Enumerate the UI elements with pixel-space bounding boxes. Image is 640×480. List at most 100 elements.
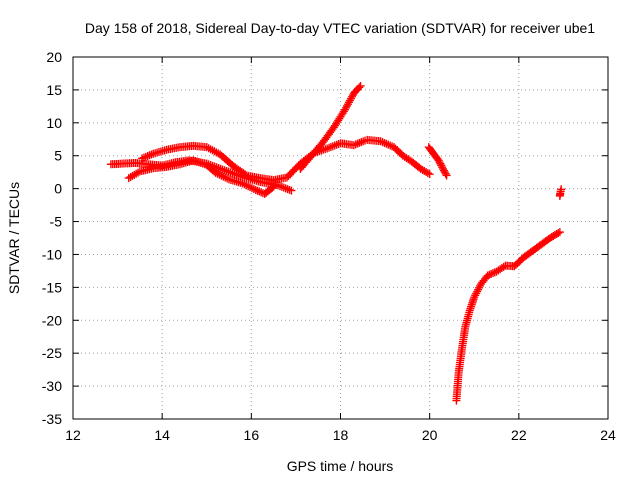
- x-tick-label: 22: [511, 427, 527, 443]
- data-point: [141, 152, 150, 161]
- data-point: [139, 153, 148, 162]
- data-point: [241, 170, 250, 179]
- data-point: [557, 185, 566, 194]
- y-tick-label: -25: [42, 345, 62, 361]
- data-point: [473, 287, 482, 296]
- data-point: [475, 283, 484, 292]
- y-tick-label: 15: [46, 82, 62, 98]
- data-point: [474, 285, 483, 294]
- data-point: [555, 228, 564, 237]
- data-point: [470, 293, 479, 302]
- data-point: [356, 81, 365, 90]
- data-point: [386, 141, 395, 150]
- data-point: [244, 182, 253, 191]
- axis-ticks: [72, 56, 609, 420]
- data-point: [219, 172, 228, 181]
- data-point: [442, 171, 451, 180]
- series-arc-d: [296, 81, 365, 173]
- data-point: [240, 180, 249, 189]
- data-point: [499, 262, 508, 271]
- data-point: [138, 154, 147, 163]
- data-point: [332, 140, 341, 149]
- y-tick-label: -5: [50, 214, 63, 230]
- y-axis-label: SDTVAR / TECUs: [6, 182, 22, 294]
- data-series: [106, 81, 566, 405]
- x-axis-label: GPS time / hours: [287, 458, 394, 474]
- chart-title: Day 158 of 2018, Sidereal Day-to-day VTE…: [85, 20, 595, 36]
- data-point: [554, 229, 563, 238]
- data-point: [246, 183, 255, 192]
- data-point: [249, 185, 258, 194]
- data-point: [423, 169, 432, 178]
- series-arc-h: [555, 185, 566, 200]
- data-point: [328, 142, 337, 151]
- data-point: [279, 183, 288, 192]
- data-point: [281, 184, 290, 193]
- data-point: [268, 183, 277, 192]
- data-point: [487, 269, 496, 278]
- data-point: [143, 152, 152, 161]
- data-point: [471, 291, 480, 300]
- y-tick-label: 5: [54, 148, 62, 164]
- data-point: [134, 168, 143, 177]
- y-tick-label: -20: [42, 312, 62, 328]
- data-point: [380, 138, 389, 147]
- data-point: [357, 138, 366, 147]
- data-point: [441, 169, 450, 178]
- data-point: [376, 137, 385, 146]
- y-tick-label: 20: [46, 49, 62, 65]
- data-point: [435, 158, 444, 167]
- data-point: [211, 168, 220, 177]
- data-point: [437, 161, 446, 170]
- data-point: [326, 142, 335, 151]
- data-point: [436, 159, 445, 168]
- data-point: [253, 186, 262, 195]
- data-point: [382, 139, 391, 148]
- data-point: [269, 182, 278, 191]
- data-point: [255, 187, 264, 196]
- x-tick-label: 14: [154, 427, 170, 443]
- y-tick-label: 0: [54, 181, 62, 197]
- x-tick-label: 24: [600, 427, 616, 443]
- data-point: [323, 144, 332, 153]
- y-tick-label: -30: [42, 378, 62, 394]
- data-point: [325, 143, 334, 152]
- data-point: [277, 182, 286, 191]
- data-point: [145, 151, 154, 160]
- data-point: [359, 137, 368, 146]
- data-point: [488, 269, 497, 278]
- series-arc-g: [452, 228, 564, 405]
- data-point: [351, 140, 360, 149]
- y-tick-label: -10: [42, 246, 62, 262]
- data-point: [434, 156, 443, 165]
- data-point: [217, 171, 226, 180]
- series-arc-b: [138, 136, 370, 185]
- data-point: [283, 185, 292, 194]
- data-point: [485, 270, 494, 279]
- data-point: [472, 289, 481, 298]
- data-point: [147, 150, 156, 159]
- data-point: [330, 141, 339, 150]
- data-point: [349, 141, 358, 150]
- data-point: [215, 170, 224, 179]
- series-arc-f: [424, 143, 451, 180]
- series-arc-e: [363, 135, 434, 179]
- data-point: [242, 181, 251, 190]
- data-point: [251, 185, 260, 194]
- data-point: [355, 83, 364, 92]
- data-point: [425, 170, 434, 179]
- y-tick-label: 10: [46, 115, 62, 131]
- data-point: [213, 169, 222, 178]
- x-tick-label: 18: [333, 427, 349, 443]
- x-tick-label: 12: [65, 427, 81, 443]
- data-point: [238, 179, 247, 188]
- data-point: [384, 140, 393, 149]
- data-point: [378, 138, 387, 147]
- x-tick-label: 20: [422, 427, 438, 443]
- data-point: [223, 174, 232, 183]
- series-arc-c: [124, 156, 278, 198]
- y-tick-label: -15: [42, 279, 62, 295]
- tick-labels: 12 14 16 18 20 22 24 20 15 10 5 0 -5 -10 -15 -20 -25 -30 -…: [42, 49, 616, 443]
- x-tick-label: 16: [244, 427, 260, 443]
